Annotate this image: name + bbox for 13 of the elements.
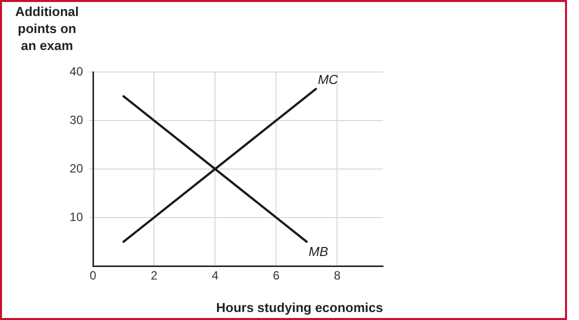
y-axis-title: Additional points on an exam: [14, 3, 80, 54]
series-label: MB: [308, 244, 328, 259]
x-tick-label: 6: [272, 268, 280, 283]
series-label: MC: [318, 72, 338, 87]
x-tick-label: 2: [150, 268, 158, 283]
x-axis-title: Hours studying economics: [216, 300, 383, 315]
y-tick-label: 40: [70, 64, 84, 78]
x-tick-label: 0: [90, 268, 97, 283]
y-tick-label: 30: [70, 112, 84, 127]
x-tick-label: 8: [334, 268, 341, 283]
y-tick-label: 20: [70, 161, 84, 176]
y-tick-label: 10: [70, 210, 84, 224]
x-tick-label: 4: [212, 268, 219, 283]
